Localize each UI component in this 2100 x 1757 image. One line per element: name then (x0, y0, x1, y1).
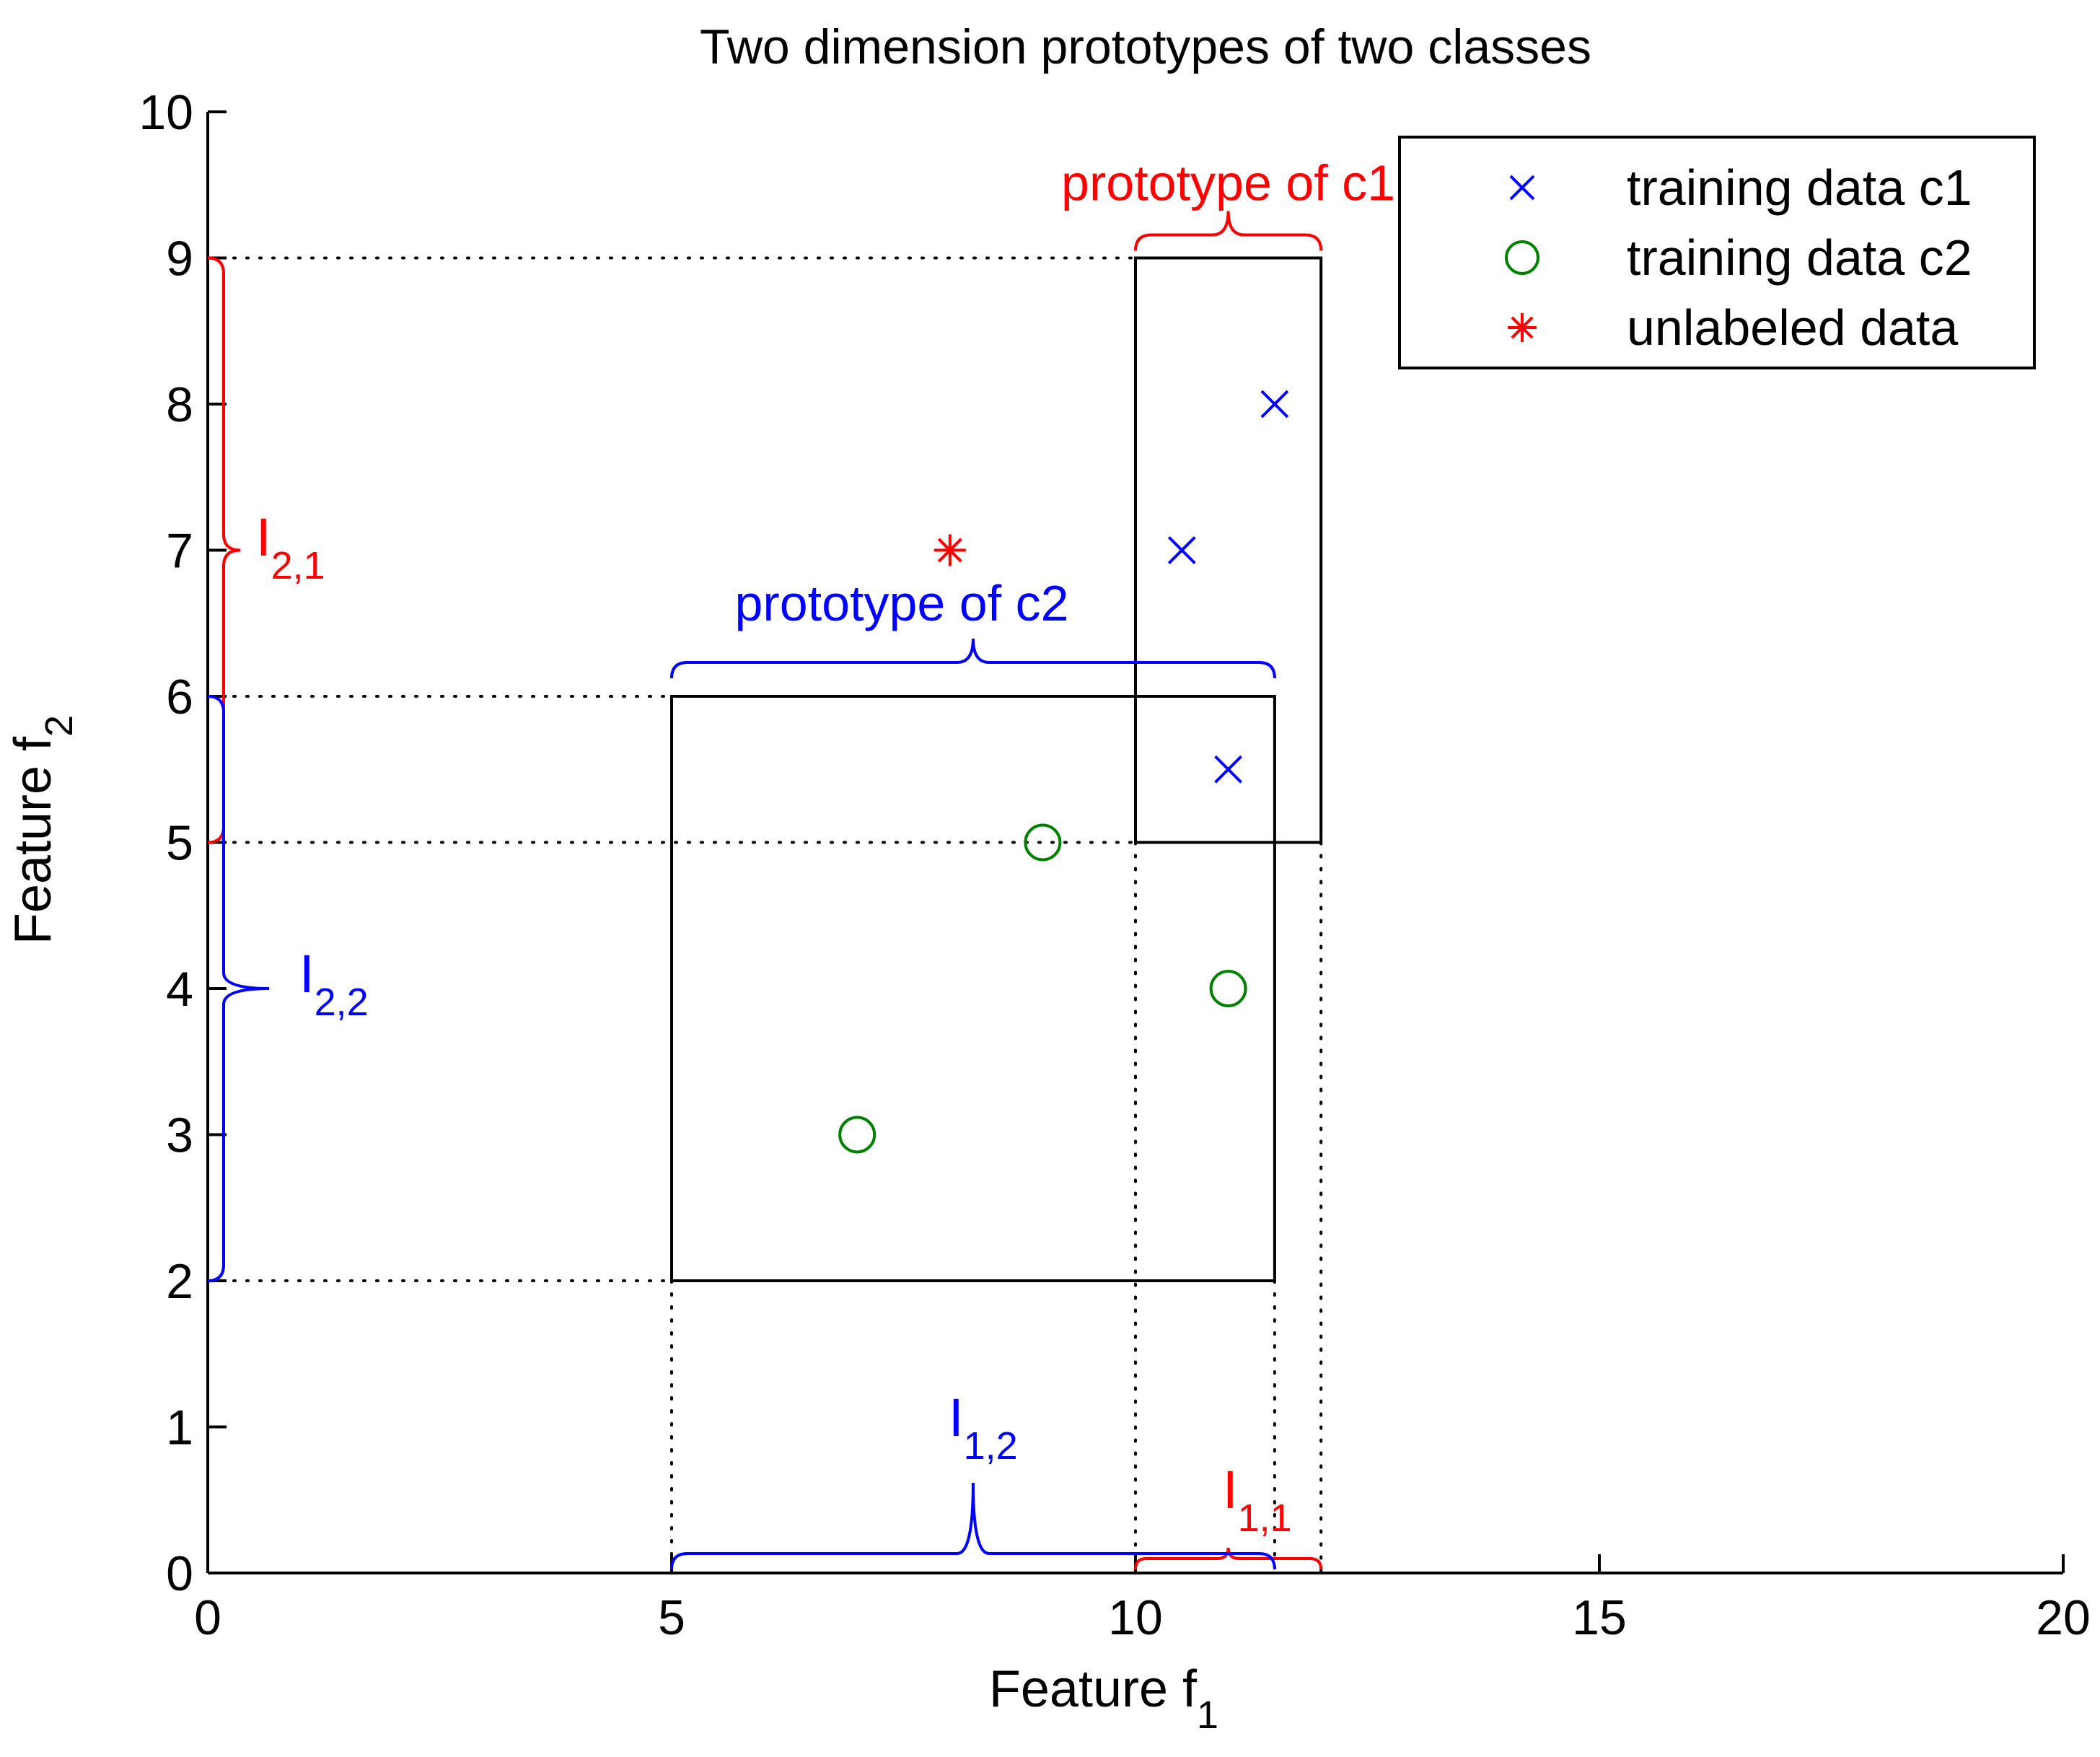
y-tick-label: 10 (139, 85, 193, 140)
interval-2-2-brace (207, 695, 270, 1282)
x-tick-label: 20 (2036, 1590, 2091, 1645)
interval-1-1-label-sub: 1,1 (1238, 1497, 1292, 1540)
series-0-point-1 (1260, 390, 1289, 419)
legend-marker-0-stroke (1509, 175, 1535, 201)
y-tick-label: 7 (166, 524, 193, 579)
y-tick-label: 0 (166, 1546, 193, 1601)
y-axis-label-text: Feature f (4, 736, 62, 945)
legend-marker-0 (1509, 175, 1535, 201)
legend-entry-1: training data c2 (1627, 229, 1972, 286)
chart-title: Two dimension prototypes of two classes (700, 19, 1591, 74)
y-tick-label: 3 (166, 1108, 193, 1163)
x-tick-label: 10 (1108, 1590, 1163, 1645)
legend-marker-2-stroke (1511, 316, 1534, 339)
interval-2-2-label-main: I (299, 944, 315, 1004)
interval-1-2-label-sub: 1,2 (964, 1424, 1018, 1468)
interval-2-1-label-main: I (256, 507, 271, 567)
y-tick-label: 4 (166, 962, 193, 1017)
series-2-point-0-stroke (937, 538, 962, 563)
legend: training data c1 training data c2 unlabele… (1398, 136, 2036, 369)
legend-box (1398, 136, 2036, 369)
interval-2-2-label-sub: 2,2 (315, 981, 369, 1024)
y-tick-label: 8 (166, 377, 193, 432)
series-1-point-1 (1024, 823, 1062, 862)
interval-1-1-label: I1,1 (1223, 1460, 1292, 1540)
prototype-box (670, 695, 1276, 1282)
legend-entry-2: unlabeled data (1627, 299, 1958, 356)
y-tick-label: 5 (166, 816, 193, 871)
legend-marker-2 (1508, 313, 1537, 342)
y-tick-label: 6 (166, 670, 193, 724)
prototype-c2-label: prototype of c2 (734, 575, 1068, 631)
series-1-point-2-ring (1209, 970, 1247, 1007)
legend-marker-1-ring (1505, 240, 1539, 275)
series-1-point-0 (838, 1116, 877, 1154)
data-points (838, 390, 1289, 1154)
series-0-point-0 (1167, 536, 1196, 564)
series-1-point-2 (1209, 970, 1247, 1007)
legend-marker-1 (1505, 240, 1539, 275)
series-1-point-1-ring (1024, 823, 1062, 862)
prototype-c1-brace (1134, 211, 1323, 251)
interval-1-1-brace (1134, 1547, 1323, 1570)
series-0-point-2 (1214, 755, 1243, 784)
interval-2-1-label: I2,1 (256, 507, 325, 587)
prototype-c2-brace (670, 638, 1276, 679)
x-tick-label: 15 (1572, 1590, 1627, 1645)
prototype-box (1134, 256, 1323, 844)
series-0-point-1-stroke (1260, 390, 1289, 419)
prototype-c2-label-main: prototype of c2 (734, 575, 1068, 631)
interval-1-2-brace (670, 1482, 1276, 1570)
prototype-c1-label-main: prototype of c1 (1061, 155, 1395, 211)
x-axis-label: Feature f1 (989, 1660, 1218, 1737)
interval-1-1-label-main: I (1223, 1460, 1238, 1520)
prototype-boxes (670, 256, 1323, 1282)
interval-1-2-label-main: I (949, 1388, 964, 1447)
series-2-point-0 (933, 534, 966, 566)
legend-entry-0: training data c1 (1627, 159, 1972, 216)
y-axis-label-sub: 2 (38, 715, 81, 737)
y-tick-label: 1 (166, 1401, 193, 1455)
x-tick-label: 5 (658, 1590, 685, 1645)
series-0-point-2-stroke (1214, 755, 1243, 784)
guide-lines (206, 256, 1323, 1574)
prototype-c1-label: prototype of c1 (1061, 155, 1395, 211)
y-tick-label: 2 (166, 1254, 193, 1309)
x-tick-label: 0 (194, 1590, 221, 1645)
interval-2-2-label: I2,2 (299, 944, 369, 1024)
y-tick-label: 9 (166, 232, 193, 286)
x-axis-label-sub: 1 (1197, 1694, 1218, 1737)
y-axis-label: Feature f2 (4, 715, 81, 945)
tick-labels: 0 5 10 15 20 0 1 2 3 4 5 6 7 8 9 10 (139, 85, 2090, 1645)
interval-1-2-label: I1,2 (949, 1388, 1018, 1468)
series-1-point-0-ring (838, 1116, 877, 1154)
interval-2-1-label-sub: 2,1 (271, 544, 325, 587)
series-0-point-0-stroke (1167, 536, 1196, 564)
x-axis-label-text: Feature f (989, 1660, 1198, 1718)
